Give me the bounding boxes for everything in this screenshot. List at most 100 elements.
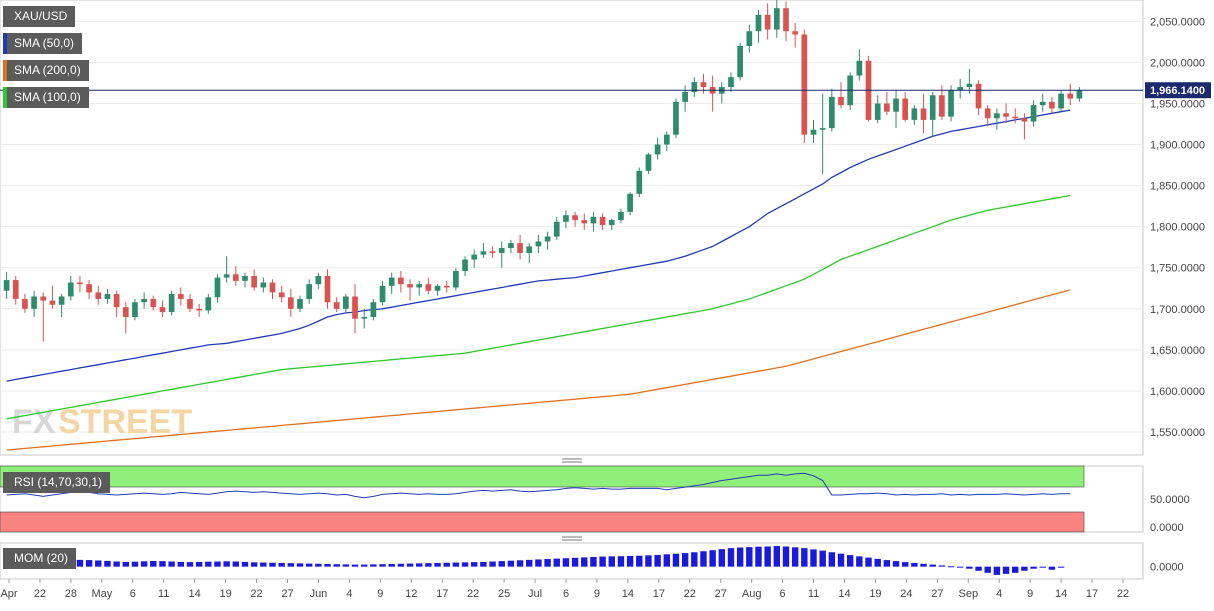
candle-body bbox=[398, 277, 404, 285]
mom-bar bbox=[526, 559, 533, 567]
mom-bar bbox=[966, 566, 973, 569]
mom-bar bbox=[122, 561, 129, 567]
mom-bar bbox=[223, 561, 230, 567]
price-tick-label: 2,000.0000 bbox=[1150, 57, 1205, 69]
legend-sma100[interactable]: SMA (100,0) bbox=[3, 87, 89, 108]
mom-bar bbox=[837, 553, 845, 567]
candle-body bbox=[590, 216, 597, 224]
candle-body bbox=[232, 274, 239, 281]
date-tick-label: 17 bbox=[436, 588, 448, 600]
candle-body bbox=[22, 298, 28, 309]
date-tick-label: 22 bbox=[467, 588, 479, 600]
candle bbox=[425, 277, 432, 295]
candle bbox=[673, 98, 679, 138]
candle-body bbox=[1003, 113, 1009, 117]
watermark-logo: FX STREET bbox=[12, 403, 192, 441]
candle bbox=[287, 289, 294, 318]
candle bbox=[1067, 83, 1074, 106]
candle-body bbox=[627, 193, 633, 212]
candle-body bbox=[141, 298, 147, 303]
candle bbox=[150, 295, 157, 311]
mom-bar bbox=[177, 561, 185, 567]
candle bbox=[783, 1, 789, 42]
candle-body bbox=[608, 220, 615, 226]
mom-bar bbox=[1057, 566, 1065, 568]
mom-bar bbox=[480, 561, 487, 567]
mom-bar bbox=[599, 556, 606, 567]
splitter-2[interactable] bbox=[562, 536, 582, 541]
candle bbox=[746, 24, 753, 53]
candle-body bbox=[104, 294, 111, 299]
price-tick-label: 1,650.0000 bbox=[1150, 345, 1205, 357]
legend-swatch bbox=[3, 472, 7, 493]
mom-bar bbox=[76, 559, 84, 567]
mom-bar bbox=[553, 558, 560, 567]
candle-body bbox=[333, 302, 340, 309]
legend-sma50[interactable]: SMA (50,0) bbox=[3, 33, 83, 54]
candle-body bbox=[177, 294, 184, 299]
mom-bar bbox=[672, 553, 680, 567]
candle-body bbox=[984, 108, 991, 119]
candle bbox=[352, 284, 358, 334]
candle-body bbox=[1058, 93, 1064, 109]
date-tick-label: Jul bbox=[528, 588, 542, 600]
candle-body bbox=[636, 170, 643, 194]
candle bbox=[618, 208, 624, 224]
date-tick-label: 22 bbox=[1117, 588, 1129, 600]
candle bbox=[847, 72, 854, 111]
candle bbox=[929, 91, 936, 137]
mom-bar bbox=[406, 563, 414, 567]
mom-bar bbox=[883, 560, 891, 567]
candle bbox=[517, 234, 523, 260]
rsi-tick-label: 50.0000 bbox=[1150, 494, 1190, 506]
mom-bar bbox=[1002, 566, 1010, 574]
date-tick-label: 28 bbox=[65, 588, 77, 600]
date-tick-label: May bbox=[91, 588, 112, 600]
mom-bar bbox=[727, 548, 735, 567]
candle bbox=[1030, 100, 1037, 127]
mom-bar bbox=[636, 555, 643, 567]
mom-bar bbox=[1048, 566, 1056, 570]
candle bbox=[563, 210, 569, 229]
candle bbox=[764, 3, 771, 40]
candle-body bbox=[911, 108, 918, 120]
date-tick-label: 9 bbox=[594, 588, 600, 600]
legend-sma200[interactable]: SMA (200,0) bbox=[3, 60, 89, 81]
main-gridlines bbox=[0, 20, 1143, 433]
candle-body bbox=[728, 77, 734, 88]
candle bbox=[498, 241, 505, 268]
candle bbox=[828, 88, 835, 132]
candle bbox=[819, 93, 826, 175]
mom-bar bbox=[150, 561, 157, 567]
candle bbox=[471, 249, 478, 268]
candlestick-series bbox=[3, 0, 1083, 342]
candle-body bbox=[581, 220, 588, 224]
candle bbox=[801, 29, 808, 143]
candle-body bbox=[297, 298, 303, 309]
splitter-1[interactable] bbox=[562, 458, 582, 463]
date-tick-label: 27 bbox=[281, 588, 293, 600]
legend-label: SMA (200,0) bbox=[14, 63, 81, 77]
legend-mom[interactable]: MOM (20) bbox=[3, 548, 76, 569]
date-tick-label: 4 bbox=[996, 588, 1002, 600]
date-tick-label: 27 bbox=[715, 588, 727, 600]
legend-xauusd[interactable]: XAU/USD bbox=[3, 6, 76, 27]
mom-bar bbox=[856, 556, 863, 567]
mom-bar bbox=[810, 549, 817, 567]
mom-bar bbox=[140, 561, 148, 567]
candle bbox=[737, 42, 743, 81]
candle-body bbox=[819, 128, 826, 130]
candle-body bbox=[1067, 93, 1074, 99]
mom-bar bbox=[471, 562, 478, 567]
candle-body bbox=[700, 82, 707, 88]
candle-body bbox=[132, 302, 138, 318]
candle-body bbox=[462, 259, 468, 272]
mom-bar bbox=[260, 562, 267, 567]
candle-body bbox=[939, 95, 945, 117]
candle bbox=[443, 280, 450, 293]
legend-rsi[interactable]: RSI (14,70,30,1) bbox=[3, 472, 111, 493]
mom-bar bbox=[736, 547, 744, 567]
mom-bar bbox=[791, 547, 799, 567]
candle bbox=[553, 216, 560, 240]
